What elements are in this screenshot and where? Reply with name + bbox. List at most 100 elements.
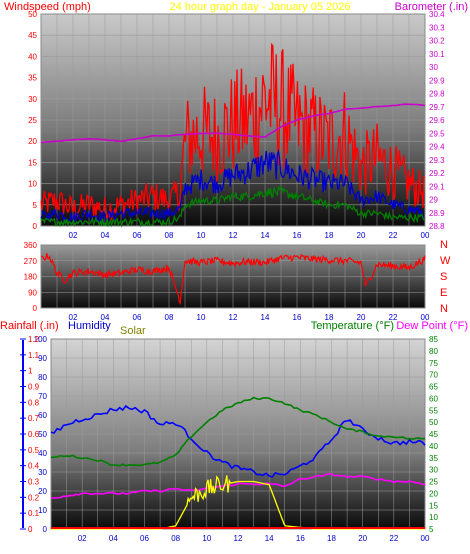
wind-left-tick: 25 [28,116,37,125]
direction-x-tick: 18 [325,313,334,322]
temperature-right-tick: 50 [429,418,438,427]
rain-tick: 0.6 [28,430,40,439]
wind-x-tick: 18 [325,231,334,240]
wind-x-tick: 12 [229,231,238,240]
wind-right-tick: 29 [429,196,438,205]
temperature-left-tick: 90 [38,354,47,363]
temperature-right-tick: 55 [429,406,438,415]
wind-right-tick: 30.1 [429,50,445,59]
solar-title: Solar [120,325,146,337]
wind-left-tick: 15 [28,158,37,167]
direction-label-e: E [440,287,447,299]
temperature-right-tick: 75 [429,359,438,368]
rain-tick: 1.2 [28,335,40,344]
windspeed-line [40,42,425,222]
wind-avg-line [40,149,425,224]
wind-x-tick: 04 [101,231,110,240]
wind-right-tick: 30.4 [429,10,445,19]
direction-left-tick: 360 [24,241,38,250]
wind-right-tick: 29.2 [429,169,445,178]
rain-tick: 1.1 [28,351,40,360]
direction-x-tick: 20 [357,313,366,322]
wind-right-tick: 29.7 [429,103,445,112]
temperature-x-tick: 10 [202,534,211,543]
wind-x-tick: 06 [133,231,142,240]
wind-x-tick: 20 [357,231,366,240]
wind-low-line [40,184,425,228]
wind-x-tick: 00 [421,231,430,240]
rain-tick: 0.7 [28,414,40,423]
rain-tick: 0.1 [28,509,40,518]
humidity-title: Humidity [68,320,111,332]
temperature-right-tick: 80 [429,347,438,356]
wind-x-tick: 10 [197,231,206,240]
temperature-panel: Rainfall (.in) Humidity Solar Temperatur… [0,320,468,543]
direction-left-tick: 180 [24,273,38,282]
barometer-title: Barometer (.in) [395,1,468,13]
temperature-right-tick: 35 [429,454,438,463]
temperature-right-tick: 70 [429,371,438,380]
temperature-right-tick: 20 [429,489,438,498]
wind-left-tick: 40 [28,52,37,61]
direction-x-tick: 22 [389,313,398,322]
wind-direction-line [40,253,426,306]
temperature-left-tick: 40 [38,449,47,458]
temperature-left-tick: 50 [38,430,47,439]
wind-right-tick: 30 [429,63,438,72]
temperature-right-tick: 40 [429,442,438,451]
temperature-x-tick: 08 [171,534,180,543]
wind-left-tick: 30 [28,95,37,104]
rain-tick: 0.2 [28,493,40,502]
wind-right-tick: 30.2 [429,37,445,46]
rain-tick: 0 [28,525,33,534]
wind-left-tick: 20 [28,137,37,146]
temperature-right-tick: 60 [429,394,438,403]
temperature-left-tick: 30 [38,468,47,477]
temperature-right-tick: 85 [429,335,438,344]
temperature-x-tick: 20 [358,534,367,543]
wind-direction-panel: 0 90 180 270 360 02 04 06 08 10 12 14 16 18 20 22 00 N W… [24,239,451,322]
temperature-right-tick: 25 [429,478,438,487]
wind-left-tick: 45 [28,31,37,40]
direction-x-tick: 08 [165,313,174,322]
wind-left-tick: 10 [28,180,37,189]
direction-x-tick: 00 [421,313,430,322]
wind-x-tick: 22 [389,231,398,240]
temperature-left-tick: 70 [38,392,47,401]
direction-left-tick: 0 [33,304,38,313]
temperature-x-tick: 04 [109,534,118,543]
temperature-x-tick: 12 [234,534,243,543]
rain-tick: 0.5 [28,446,40,455]
wind-left-tick: 35 [28,74,37,83]
windspeed-title: Windspeed (mph) [4,1,91,13]
wind-right-tick: 29.1 [429,182,445,191]
temperature-left-tick: 80 [38,373,47,382]
wind-right-tick: 29.8 [429,90,445,99]
direction-x-tick: 12 [229,313,238,322]
temperature-x-tick: 14 [265,534,274,543]
direction-label-w: W [440,255,451,267]
barometer-line [40,103,426,144]
temperature-right-tick: 15 [429,501,438,510]
wind-right-tick: 29.5 [429,129,445,138]
rainfall-title: Rainfall (.in) [0,320,59,332]
temperature-right-tick: 5 [429,525,434,534]
temperature-x-tick: 16 [296,534,305,543]
rain-tick: 1 [28,367,33,376]
temperature-right-tick: 30 [429,466,438,475]
temperature-left-tick: 0 [43,525,48,534]
temperature-left-tick: 10 [38,506,47,515]
temperature-x-tick: 00 [421,534,430,543]
humidity-line [50,404,426,478]
rain-tick: 0.9 [28,383,40,392]
dewpoint-line [51,472,426,499]
rain-tick: 0.4 [28,462,40,471]
temperature-x-tick: 22 [389,534,398,543]
direction-x-tick: 02 [69,313,78,322]
temperature-x-tick: 06 [140,534,149,543]
wind-x-tick: 08 [165,231,174,240]
rain-tick: 0.3 [28,478,40,487]
temperature-left-tick: 20 [38,487,47,496]
temperature-x-tick: 18 [327,534,336,543]
direction-label-s: S [440,271,447,283]
